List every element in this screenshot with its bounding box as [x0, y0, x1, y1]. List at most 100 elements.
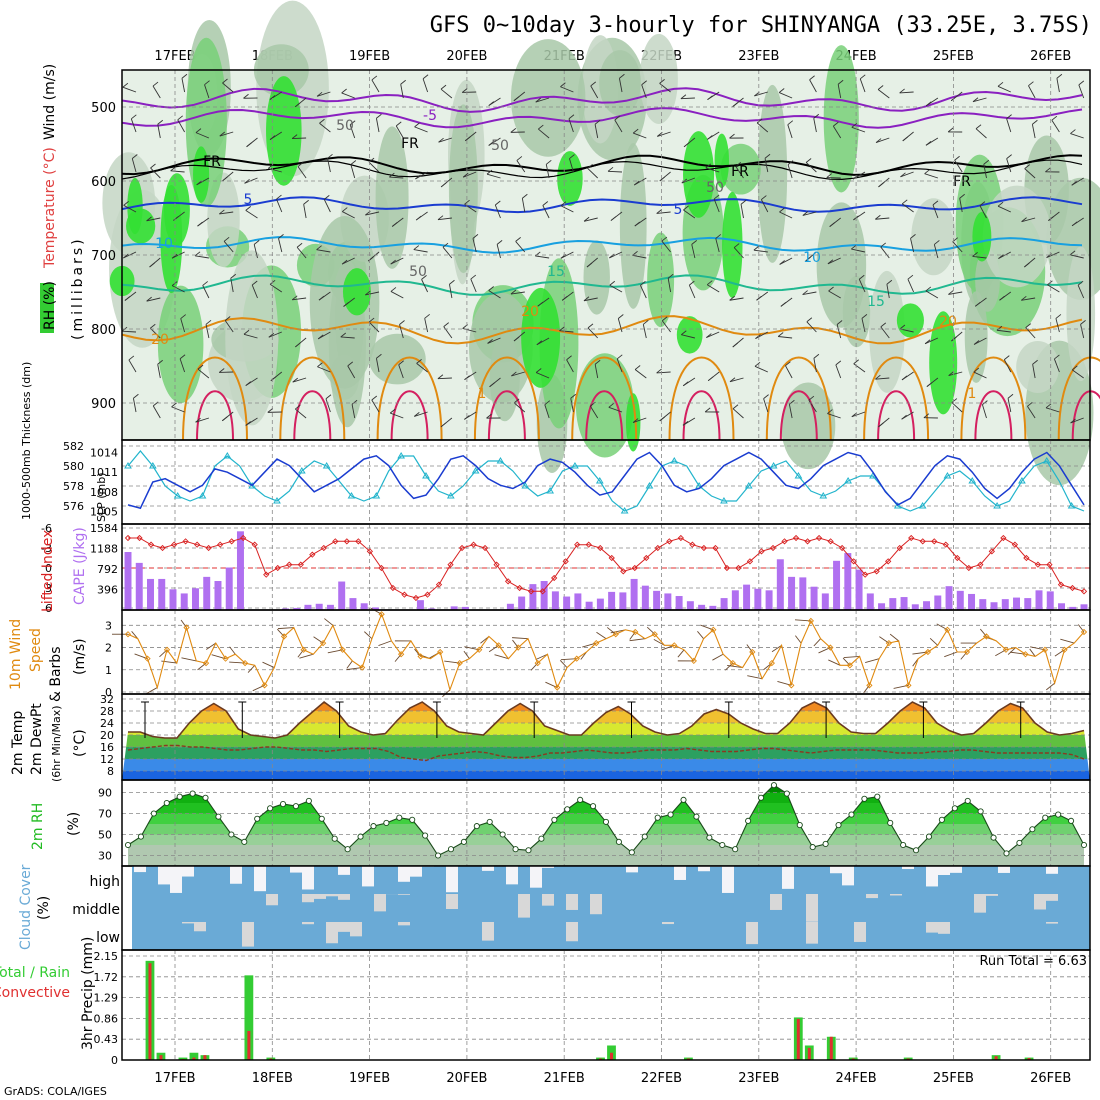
wind-barb — [171, 285, 185, 293]
wind-barb-flag — [443, 322, 450, 327]
wind-barb — [443, 326, 453, 339]
wind-barb — [729, 297, 744, 301]
wind10-point — [456, 659, 463, 667]
rh-band — [575, 353, 634, 458]
contour-label: 10 — [155, 236, 173, 252]
slp-tick: 1014 — [90, 447, 118, 460]
wind-barb — [583, 297, 598, 302]
cape-bar — [551, 591, 559, 610]
cape-bar — [203, 576, 211, 610]
wind-barb-flag — [902, 136, 909, 142]
thickness-point — [893, 502, 902, 509]
wind-barb-flag — [777, 332, 784, 337]
wind-barb — [981, 404, 987, 419]
cape-bar — [788, 576, 796, 610]
rh-point — [628, 849, 635, 856]
wind-barb — [633, 132, 647, 139]
wind-barb — [713, 198, 720, 213]
wind-barb-flag — [296, 242, 303, 248]
wind-barb-flag — [569, 154, 575, 159]
cape-tick: 1188 — [90, 543, 118, 556]
thickness-point — [844, 477, 852, 484]
rh-band-high — [557, 151, 583, 206]
contour-label: 15 — [547, 264, 565, 280]
wind-barb-flag — [633, 180, 640, 186]
lifted-index-point — [1000, 534, 1007, 542]
thickness-tick: 576 — [63, 500, 84, 513]
wind-barb — [1080, 324, 1085, 339]
wind-barb — [122, 86, 137, 93]
wind-barb-flag — [1071, 365, 1078, 371]
pressure-tick: 700 — [91, 249, 116, 264]
rh-band-high — [521, 287, 561, 388]
wind-barb — [805, 162, 817, 173]
wind-barb — [390, 412, 404, 419]
wind-barb-flag — [634, 365, 641, 370]
rh-point — [822, 840, 829, 848]
wind-barb-flag — [559, 326, 565, 332]
wind-barb — [973, 371, 987, 379]
wind-barb — [813, 118, 817, 133]
cloud-gap — [986, 894, 998, 896]
lifted-index-point — [493, 561, 500, 568]
wind-barb-flag — [1004, 355, 1010, 360]
thickness-point — [521, 482, 530, 489]
wind-barb — [733, 247, 744, 259]
wind-barb-flag — [415, 215, 422, 221]
wind-barb-flag — [510, 128, 517, 133]
wind-tick: 0 — [105, 686, 112, 699]
rh-point — [189, 790, 196, 797]
wind10-barb — [865, 658, 880, 664]
rh-point — [435, 852, 442, 859]
wind-barb-flag — [196, 180, 202, 186]
cloud-gap — [950, 866, 962, 873]
wind10-point — [573, 655, 580, 662]
wind-barb-flag — [368, 317, 375, 323]
cape-bar — [821, 593, 829, 610]
wind-barb — [661, 320, 671, 333]
wind-barb-flag — [515, 237, 521, 242]
cloud-level-low: low — [96, 930, 120, 946]
cape-bar — [180, 593, 188, 610]
rh-point — [176, 793, 183, 800]
wind-barb — [779, 257, 793, 265]
wind-barb-flag — [350, 160, 357, 165]
rh-band-high — [266, 76, 302, 186]
wind-barb — [859, 78, 866, 93]
wind-barb — [180, 318, 186, 333]
wind-barb-flag — [566, 355, 572, 361]
lifted-index-point — [597, 544, 604, 552]
wind-barb-flag — [926, 382, 933, 387]
precip-convective-bar — [203, 1055, 207, 1060]
wind-barb — [146, 217, 161, 222]
rh-point — [615, 838, 622, 845]
wind-barb-flag — [278, 234, 284, 239]
wind-barb-flag — [222, 78, 228, 84]
rh-point — [1068, 817, 1075, 824]
cape-bar — [563, 596, 571, 610]
wind-barb — [656, 371, 671, 374]
lifted-index-point — [781, 538, 788, 545]
wind10-barb — [747, 675, 763, 680]
wind-barb-flag — [878, 182, 884, 188]
pressure-tick: 800 — [91, 323, 116, 338]
wind-barb-flag — [1071, 221, 1078, 227]
wind-barb-flag — [177, 115, 183, 121]
temperature-contour — [121, 159, 1083, 181]
rh-band — [128, 792, 1084, 803]
wind-barb — [851, 248, 866, 253]
wind10-barb — [262, 661, 275, 668]
wind-barb — [197, 368, 210, 379]
wind-barb — [368, 321, 380, 333]
lifted-index-point — [862, 571, 869, 578]
cape-bar — [1046, 591, 1054, 610]
wind-barb-flag — [886, 279, 893, 285]
temp-tick: 24 — [100, 717, 114, 730]
rh-point — [228, 831, 235, 838]
cloud-gap — [746, 922, 758, 945]
wind-barb-flag — [732, 404, 739, 410]
cloud-gap — [266, 894, 278, 906]
lifted-index-point — [585, 541, 592, 548]
wind10-barb — [813, 638, 821, 647]
wind-barb — [351, 404, 356, 419]
